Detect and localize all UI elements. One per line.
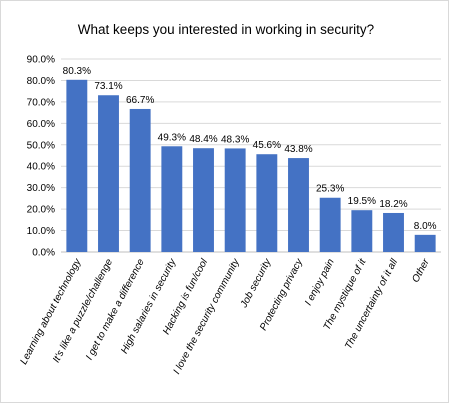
y-tick-label: 90.0%: [27, 55, 55, 66]
bar: [98, 95, 119, 252]
bar: [319, 197, 341, 252]
x-tick-label: I enjoy pain: [303, 257, 337, 308]
bars: [66, 79, 436, 253]
chart-title: What keeps you interested in working in …: [78, 22, 374, 37]
bar: [224, 148, 246, 252]
data-label: 8.0%: [414, 221, 437, 232]
gridlines: [61, 58, 441, 253]
y-axis-ticks: 0.0% 10.0% 20.0% 30.0% 40.0% 50.0% 60.0% 70.0% 8…: [27, 55, 55, 259]
data-label: 45.6%: [253, 140, 281, 151]
y-tick-label: 60.0%: [27, 119, 55, 130]
bar: [193, 148, 214, 252]
bar: [256, 154, 278, 252]
data-label: 73.1%: [94, 81, 122, 92]
bar: [66, 79, 88, 252]
bar: [414, 234, 436, 252]
bar: [288, 158, 309, 252]
data-label: 80.3%: [63, 66, 91, 77]
y-tick-label: 30.0%: [27, 183, 55, 194]
data-label: 49.3%: [158, 132, 186, 143]
data-label: 48.3%: [221, 134, 249, 145]
data-labels: 80.3%73.1% 66.7% 49.3% 48.4% 48.3% 45.6% 43.8%…: [63, 66, 437, 232]
y-tick-label: 20.0%: [27, 205, 55, 216]
data-label: 43.8%: [284, 144, 312, 155]
bar: [161, 146, 183, 252]
y-tick-label: 0.0%: [32, 248, 55, 259]
bar: [351, 210, 373, 252]
x-tick-label: Job security: [238, 256, 274, 310]
bar: [383, 212, 404, 252]
data-label: 48.4%: [189, 134, 217, 145]
x-tick-label: I love the security community: [172, 256, 243, 376]
data-label: 19.5%: [348, 196, 376, 207]
x-tick-label: Learning about technology: [18, 256, 84, 366]
x-tick-label: High salaries in security: [119, 256, 179, 355]
x-tick-label: I get to make a difference: [84, 257, 147, 362]
y-tick-label: 80.0%: [27, 76, 55, 87]
y-tick-label: 50.0%: [27, 140, 55, 151]
y-tick-label: 40.0%: [27, 162, 55, 173]
y-tick-label: 10.0%: [27, 226, 55, 237]
data-label: 25.3%: [316, 184, 344, 195]
x-tick-label: Other: [410, 257, 432, 285]
x-tick-label: It's like a puzzle/challenge: [51, 257, 115, 365]
data-label: 66.7%: [126, 95, 154, 106]
y-tick-label: 70.0%: [27, 97, 55, 108]
bar: [129, 108, 151, 253]
data-label: 18.2%: [379, 199, 407, 210]
